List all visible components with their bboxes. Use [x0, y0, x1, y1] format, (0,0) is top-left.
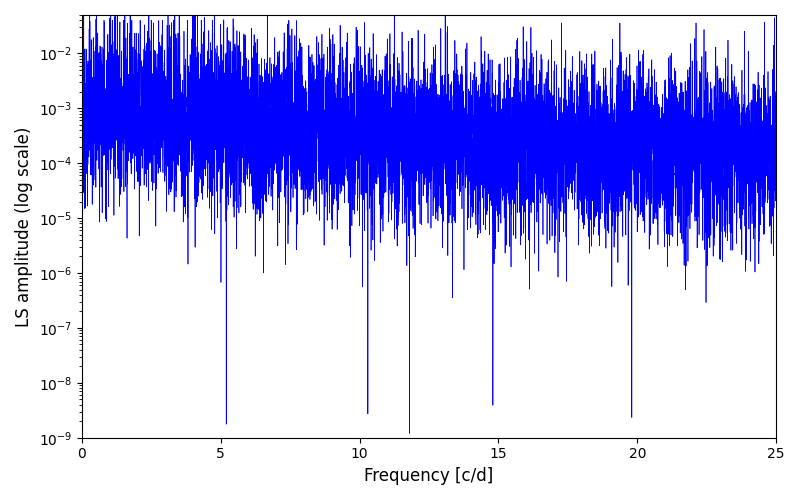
- X-axis label: Frequency [c/d]: Frequency [c/d]: [364, 467, 494, 485]
- Y-axis label: LS amplitude (log scale): LS amplitude (log scale): [15, 126, 33, 326]
